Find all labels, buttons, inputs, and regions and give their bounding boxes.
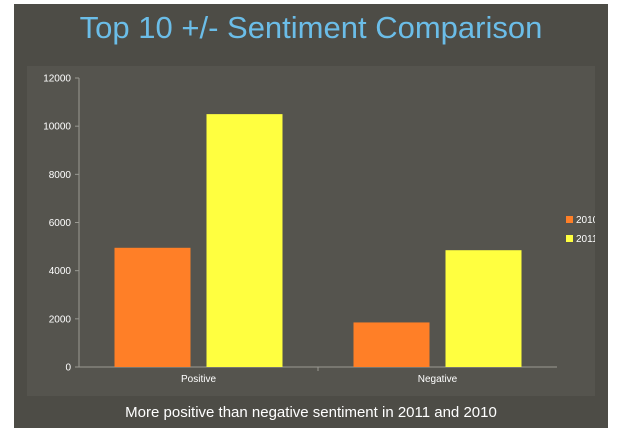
y-tick-label: 0 (65, 363, 71, 374)
legend-label-2010: 2010 (576, 215, 595, 226)
chart-title: Top 10 +/- Sentiment Comparison (79, 10, 543, 45)
bar-2010-negative (353, 322, 430, 367)
chart-area: 0 2000 4000 6000 8000 10000 12000 Positive Negat… (27, 66, 599, 396)
x-tick-label: Negative (418, 374, 458, 385)
y-tick-label: 6000 (49, 218, 72, 229)
y-tick-label: 12000 (43, 74, 71, 85)
y-tick-label: 8000 (49, 170, 72, 181)
bar-2011-negative (445, 250, 522, 367)
bar-2011-positive (206, 114, 283, 367)
y-tick-label: 4000 (49, 266, 72, 277)
x-tick-label: Positive (181, 374, 216, 385)
bar-2010-positive (114, 247, 191, 367)
y-tick-label: 2000 (49, 314, 72, 325)
slide: Top 10 +/- Sentiment Comparison 0 2000 400… (14, 4, 608, 428)
y-tick-label: 10000 (43, 122, 71, 133)
legend-swatch-2011 (566, 235, 573, 242)
bar-chart: 0 2000 4000 6000 8000 10000 12000 Positive Negat… (43, 74, 598, 386)
chart-caption: More positive than negative sentiment in… (125, 404, 497, 421)
legend-swatch-2010 (566, 216, 573, 223)
legend-label-2011: 2011 (576, 234, 595, 245)
